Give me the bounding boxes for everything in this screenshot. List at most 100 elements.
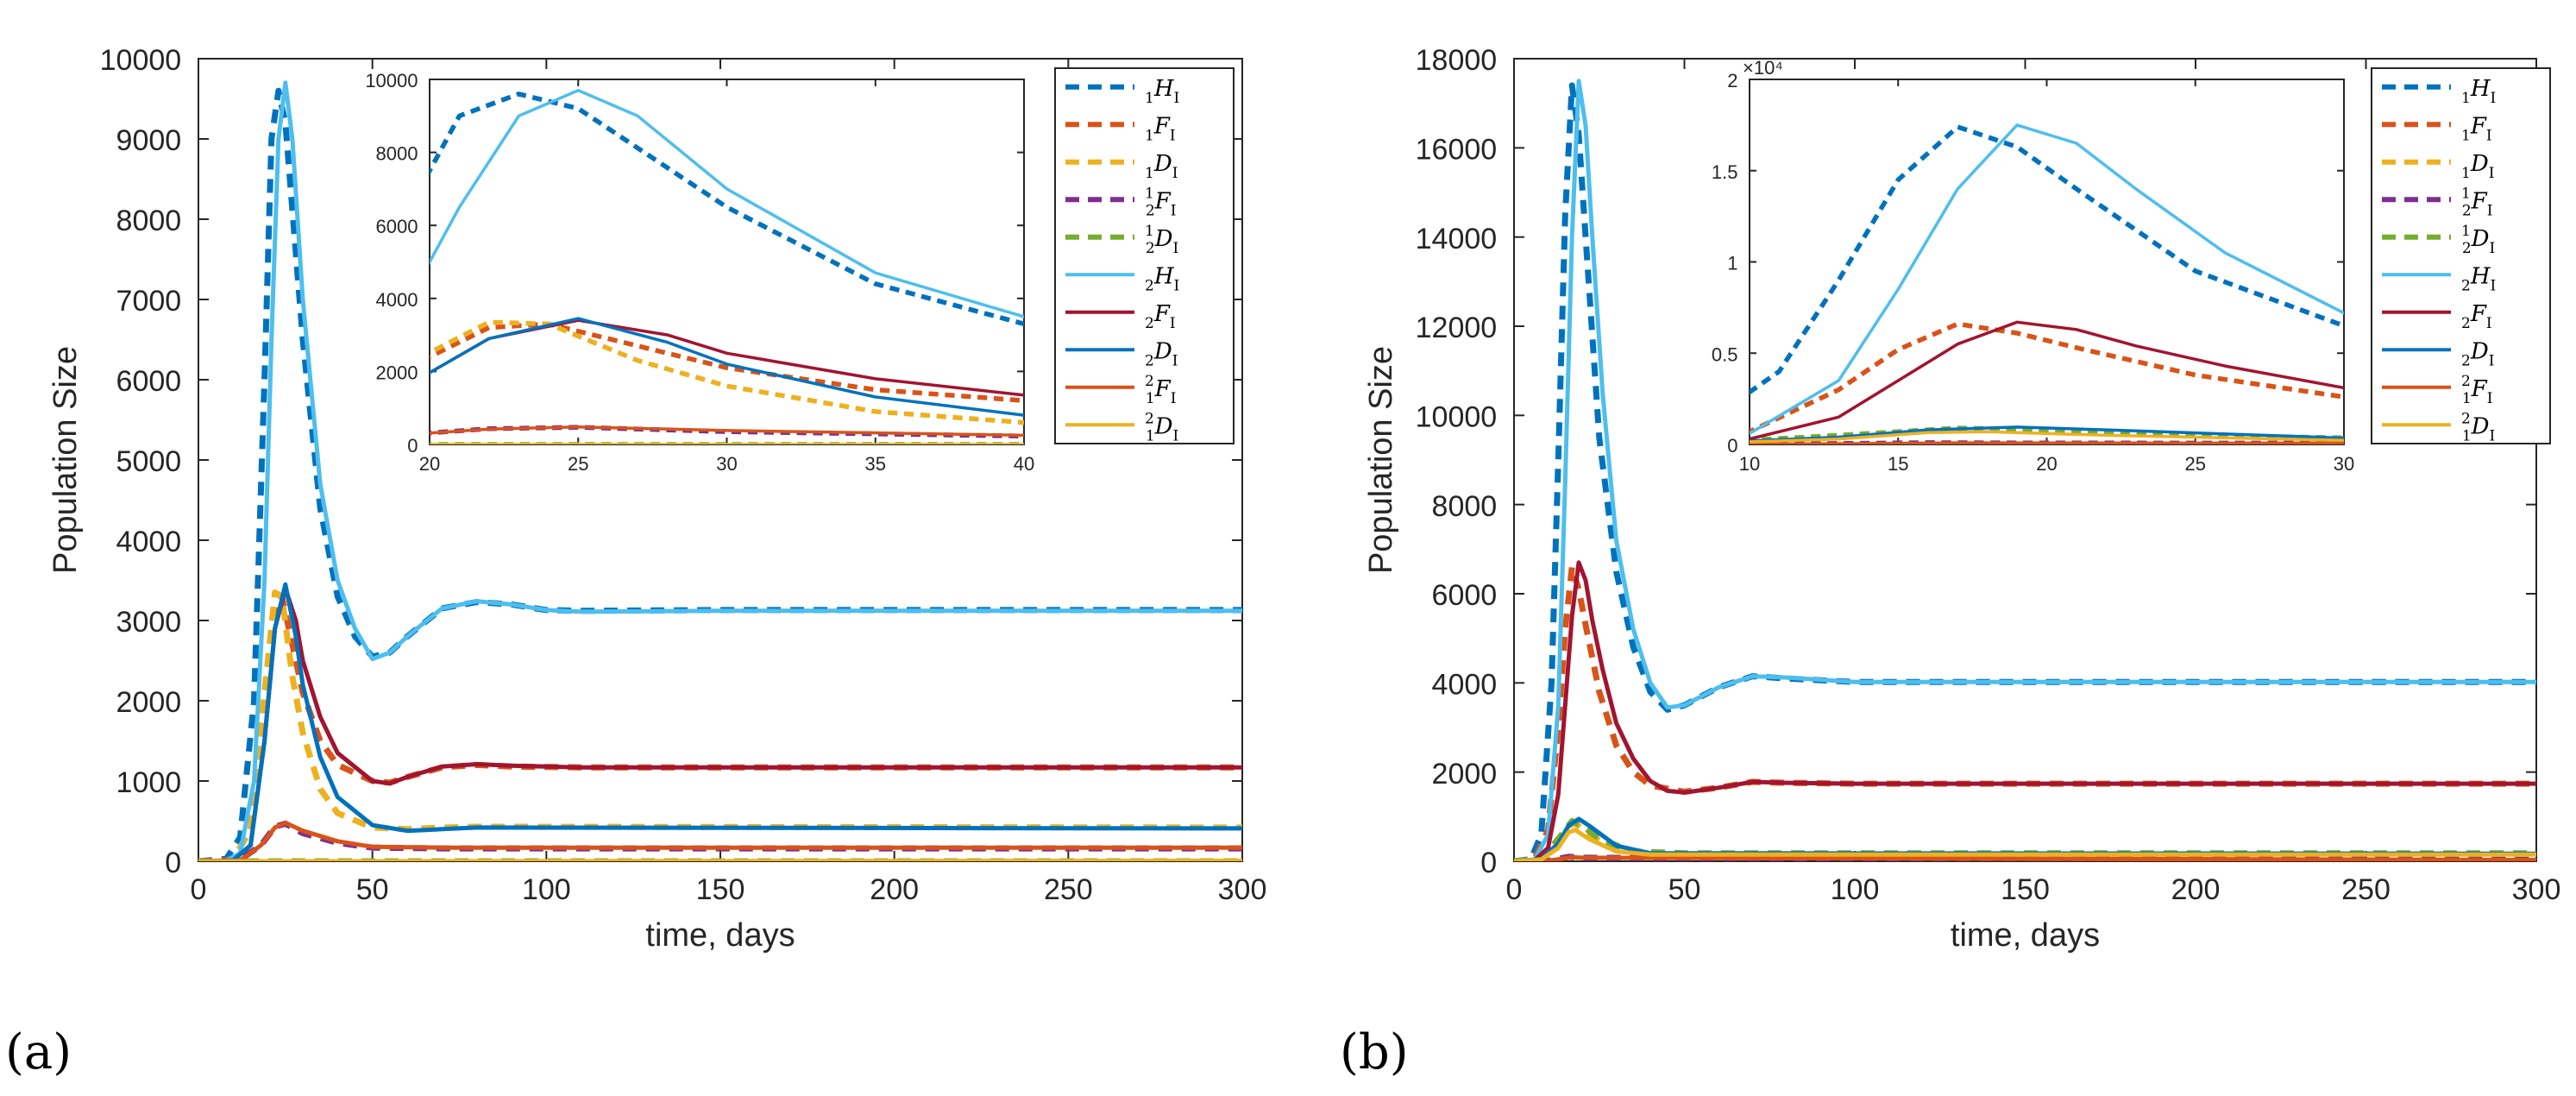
inset-y-tick-label: 1 [1727, 253, 1737, 274]
main-y-tick-label: 1000 [116, 766, 182, 799]
main-x-tick-label: 300 [2512, 873, 2561, 906]
panel-label: (a) [5, 1024, 72, 1080]
legend-label-2HI: 2HI [2461, 263, 2496, 294]
inset-y-tick-label: 0.5 [1712, 343, 1738, 365]
series-line-2FI-inset [1750, 320, 2344, 441]
legend-label-1DI: 1DI [2461, 151, 2494, 182]
series-line-2HI-inset [1750, 123, 2344, 436]
legend-box [1054, 67, 1235, 444]
legend-label-1FI: 1FI [1145, 113, 1176, 144]
main-x-tick-label: 200 [2171, 873, 2221, 906]
inset-y-tick-label: 2000 [376, 362, 418, 383]
inset-x-tick-label: 40 [1014, 453, 1034, 475]
inset-x-tick-label: 10 [1739, 453, 1760, 475]
inset-y-tick-label: 0 [407, 435, 418, 457]
series-line-2FI [1514, 560, 2536, 861]
main-x-tick-label: 150 [696, 873, 745, 906]
main-y-tick-label: 2000 [116, 686, 182, 719]
inset-x-tick-label: 25 [568, 453, 588, 475]
legend-label-12DI: 1 2DI [2461, 223, 2495, 257]
legend-label-1HI: 1HI [2461, 76, 2496, 107]
series-line-21DI [1514, 828, 2536, 861]
series-line-1FI-inset [1750, 321, 2344, 434]
main-x-tick-label: 100 [522, 873, 571, 906]
main-y-tick-label: 10000 [1416, 401, 1498, 434]
main-y-tick-label: 14000 [1416, 223, 1498, 255]
panel-b: 0 50 100 150 200 250 3000200040006000800010000… [1340, 44, 2561, 1080]
main-y-tick-label: 16000 [1416, 134, 1498, 167]
main-x-tick-label: 0 [191, 873, 207, 906]
main-y-tick-label: 8000 [1432, 490, 1498, 523]
inset-y-tick-label: 10000 [365, 70, 418, 91]
main-y-tick-label: 0 [1480, 847, 1497, 879]
x-axis-label: time, days [645, 917, 795, 954]
main-y-tick-label: 4000 [1432, 669, 1498, 702]
x-axis-label: time, days [1951, 917, 2100, 954]
legend-label-21DI: 2 1DI [2461, 410, 2495, 444]
main-x-tick-label: 300 [1218, 873, 1267, 906]
inset-x-tick-label: 30 [716, 453, 737, 475]
main-x-tick-label: 50 [1668, 873, 1701, 906]
main-y-tick-label: 10000 [100, 44, 182, 77]
legend-label-1DI: 1DI [1145, 151, 1178, 182]
series-line-21FI [198, 820, 1242, 861]
legend-label-2DI: 2DI [2461, 338, 2494, 369]
inset-x-tick-label: 15 [1888, 453, 1908, 475]
main-x-tick-label: 150 [2001, 873, 2050, 906]
legend-label-1FI: 1FI [2461, 113, 2492, 144]
main-y-tick-label: 6000 [1432, 579, 1498, 612]
inset-exponent-label: ×10⁴ [1743, 57, 1783, 79]
series-line-12DI-inset [1750, 425, 2344, 443]
main-x-tick-label: 0 [1506, 873, 1523, 906]
series-line-2DI [198, 582, 1242, 861]
series-line-1HI-inset [1750, 124, 2344, 395]
main-x-tick-label: 100 [1831, 873, 1880, 906]
legend-label-12DI: 1 2DI [1145, 223, 1178, 257]
series-line-2HI [198, 80, 1242, 861]
main-y-tick-label: 5000 [116, 445, 182, 478]
main-x-tick-label: 250 [1044, 873, 1093, 906]
inset-x-tick-label: 35 [865, 453, 886, 475]
main-y-tick-label: 2000 [1432, 758, 1498, 791]
inset-y-tick-label: 1.5 [1712, 161, 1738, 183]
legend-label-2FI: 2FI [1145, 301, 1176, 332]
legend-label-12FI: 1 2FI [1145, 185, 1176, 219]
y-axis-label: Population Size [1363, 346, 1399, 574]
main-x-tick-label: 250 [2341, 873, 2391, 906]
inset-y-tick-label: 6000 [376, 216, 418, 237]
series-line-2FI-inset [430, 318, 1024, 397]
main-x-tick-label: 200 [870, 873, 919, 906]
legend-label-12FI: 1 2FI [2461, 185, 2492, 219]
series-line-1HI [198, 87, 1242, 861]
legend-label-2DI: 2DI [1145, 338, 1178, 369]
main-y-tick-label: 4000 [116, 526, 182, 558]
series-line-21FI-inset [1750, 441, 2344, 444]
inset-x-tick-label: 25 [2185, 453, 2206, 475]
main-y-tick-label: 12000 [1416, 312, 1498, 344]
series-line-2DI-inset [1750, 425, 2344, 443]
legend-label-2FI: 2FI [2461, 301, 2492, 332]
inset-x-tick-label: 20 [2036, 453, 2057, 475]
legend-box [2371, 67, 2551, 444]
legend-label-2HI: 2HI [1145, 263, 1179, 294]
inset-y-tick-label: 0 [1727, 435, 1737, 457]
series-line-1FI-inset [430, 321, 1024, 403]
panel-label: (b) [1340, 1024, 1409, 1080]
series-line-2DI-inset [430, 317, 1024, 417]
inset-y-tick-label: 2 [1727, 70, 1737, 91]
main-y-tick-label: 9000 [116, 124, 182, 157]
legend-label-1HI: 1HI [1145, 76, 1179, 107]
main-y-tick-label: 0 [165, 847, 181, 879]
legend-label-21DI: 2 1DI [1145, 410, 1178, 444]
main-y-tick-label: 3000 [116, 606, 182, 639]
main-y-tick-label: 6000 [116, 365, 182, 398]
main-y-tick-label: 18000 [1416, 44, 1498, 77]
main-y-tick-label: 8000 [116, 205, 182, 237]
series-line-2HI [1514, 79, 2536, 861]
series-line-21DI-inset [1750, 430, 2344, 444]
legend-label-21FI: 2 1FI [2461, 373, 2492, 407]
series-line-21DI [198, 859, 1242, 861]
inset-y-tick-label: 4000 [376, 289, 418, 311]
main-x-tick-label: 50 [356, 873, 389, 906]
